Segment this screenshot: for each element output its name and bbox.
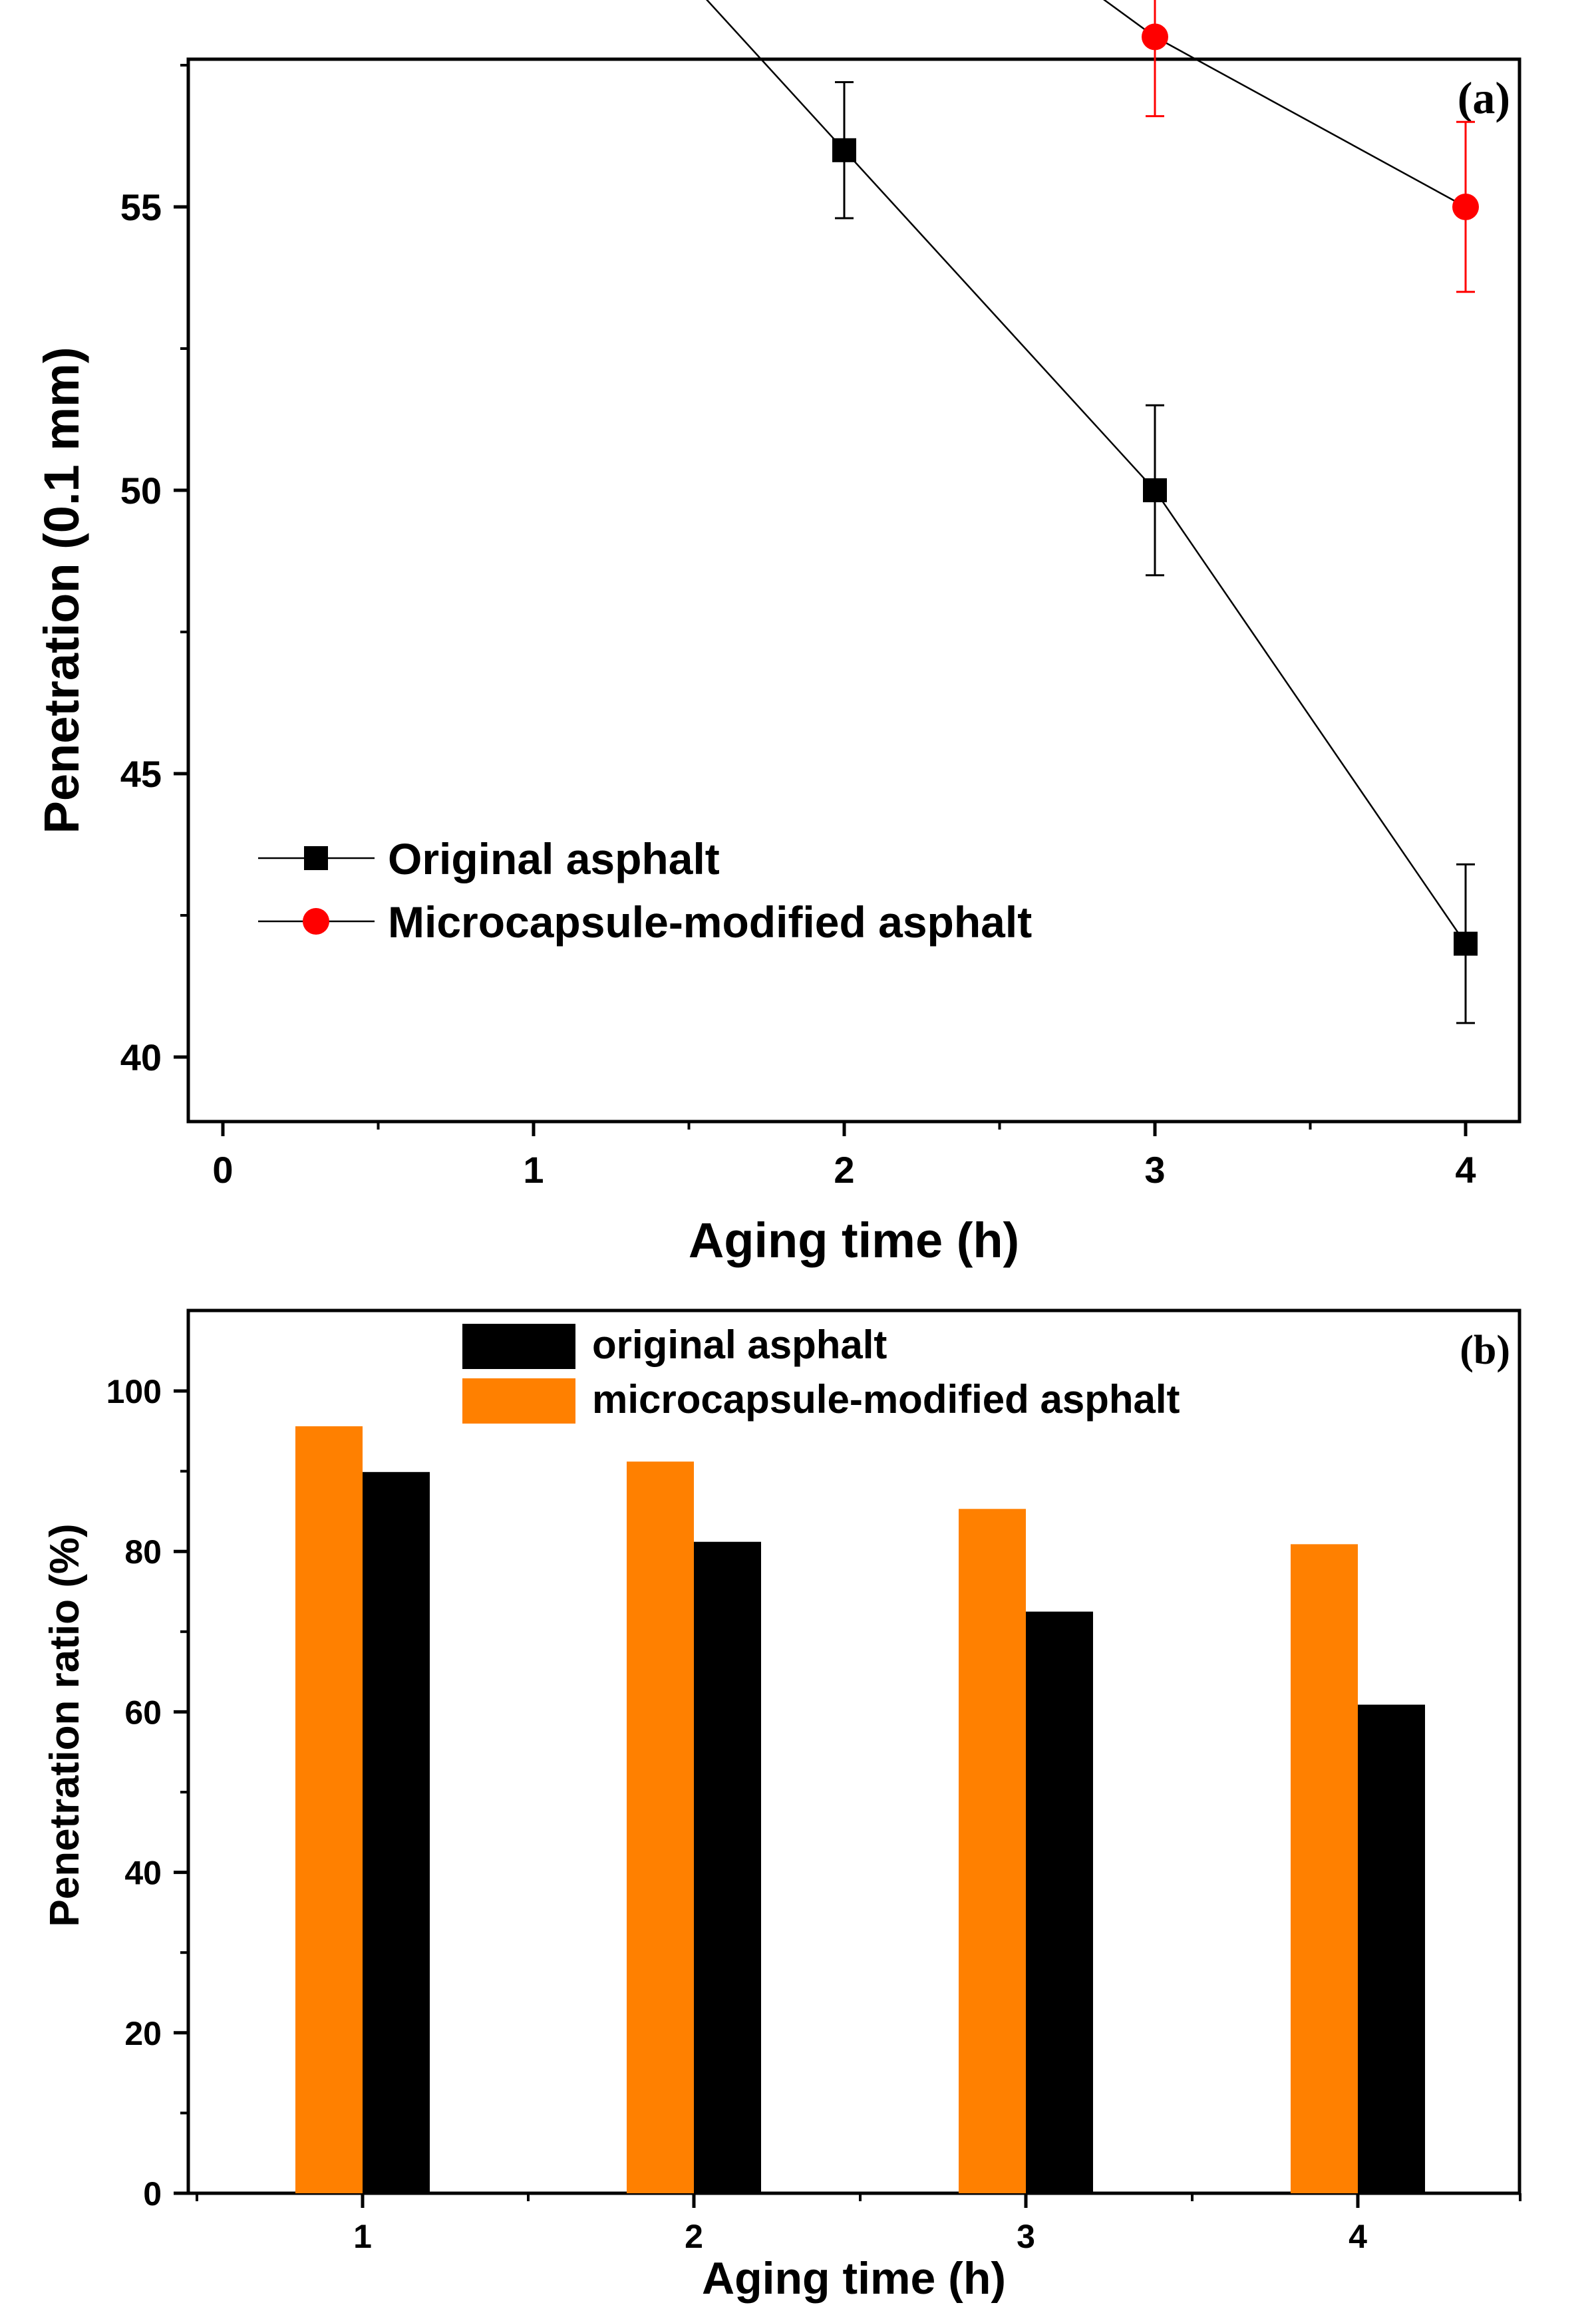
panel-label: (a) [1458, 73, 1510, 123]
x-tick-label: 3 [1017, 2218, 1035, 2255]
bar-modified [1291, 1544, 1358, 2193]
legend-swatch [462, 1324, 575, 1369]
x-tick-label: 4 [1455, 1149, 1476, 1191]
x-tick-label: 3 [1144, 1149, 1165, 1191]
x-tick-label: 0 [212, 1149, 233, 1191]
data-point-square [1143, 478, 1167, 502]
legend-label: original asphalt [592, 1322, 887, 1367]
y-tick-label: 40 [124, 1855, 162, 1892]
x-tick-label: 4 [1349, 2218, 1367, 2255]
x-tick-label: 2 [685, 2218, 703, 2255]
bar-original [1026, 1611, 1093, 2193]
bar-original [694, 1541, 761, 2193]
legend-marker-circle [303, 908, 329, 935]
series-line [1102, 0, 1466, 208]
x-tick-label: 1 [523, 1149, 544, 1191]
y-axis-label: Penetration ratio (%) [42, 1523, 88, 1926]
plot-frame [186, 1308, 1521, 2195]
y-tick-label: 45 [120, 753, 162, 795]
y-tick-label: 80 [124, 1533, 162, 1571]
y-tick-label: 0 [143, 2175, 162, 2213]
panel-label: (b) [1460, 1328, 1510, 1373]
data-point-square [1454, 931, 1478, 956]
y-axis-label: Penetration (0.1 mm) [34, 347, 89, 834]
x-tick-label: 1 [353, 2218, 372, 2255]
plot-frame [186, 57, 1521, 1124]
data-point-circle [1452, 194, 1479, 220]
legend-swatch [462, 1378, 575, 1424]
panel-a-line-chart: 404550556065707501234Aging time (h)Penet… [34, 0, 1521, 1268]
x-axis-label: Aging time (h) [702, 2253, 1006, 2304]
bar-original [363, 1471, 430, 2193]
legend-label: Microcapsule-modified asphalt [388, 897, 1032, 947]
bar-modified [295, 1426, 363, 2193]
y-tick-label: 50 [120, 470, 162, 512]
y-tick-label: 100 [106, 1373, 162, 1410]
legend-label: microcapsule-modified asphalt [592, 1377, 1180, 1422]
legend-marker-square [304, 846, 328, 870]
y-tick-label: 60 [124, 1694, 162, 1731]
data-point-square [832, 138, 856, 162]
bar-modified [627, 1461, 694, 2193]
x-axis-label: Aging time (h) [689, 1213, 1019, 1268]
x-tick-label: 2 [834, 1149, 854, 1191]
y-tick-label: 20 [124, 2015, 162, 2052]
bar-original [1358, 1704, 1425, 2193]
bar-modified [959, 1509, 1026, 2193]
legend-label: Original asphalt [388, 834, 720, 883]
y-tick-label: 40 [120, 1036, 162, 1078]
y-tick-label: 55 [120, 186, 162, 228]
panel-b-bar-chart: 0 20 40 60 80 100 1 2 3 4 Aging time (h) Penetratio… [42, 1308, 1521, 2304]
data-point-circle [1142, 23, 1168, 51]
